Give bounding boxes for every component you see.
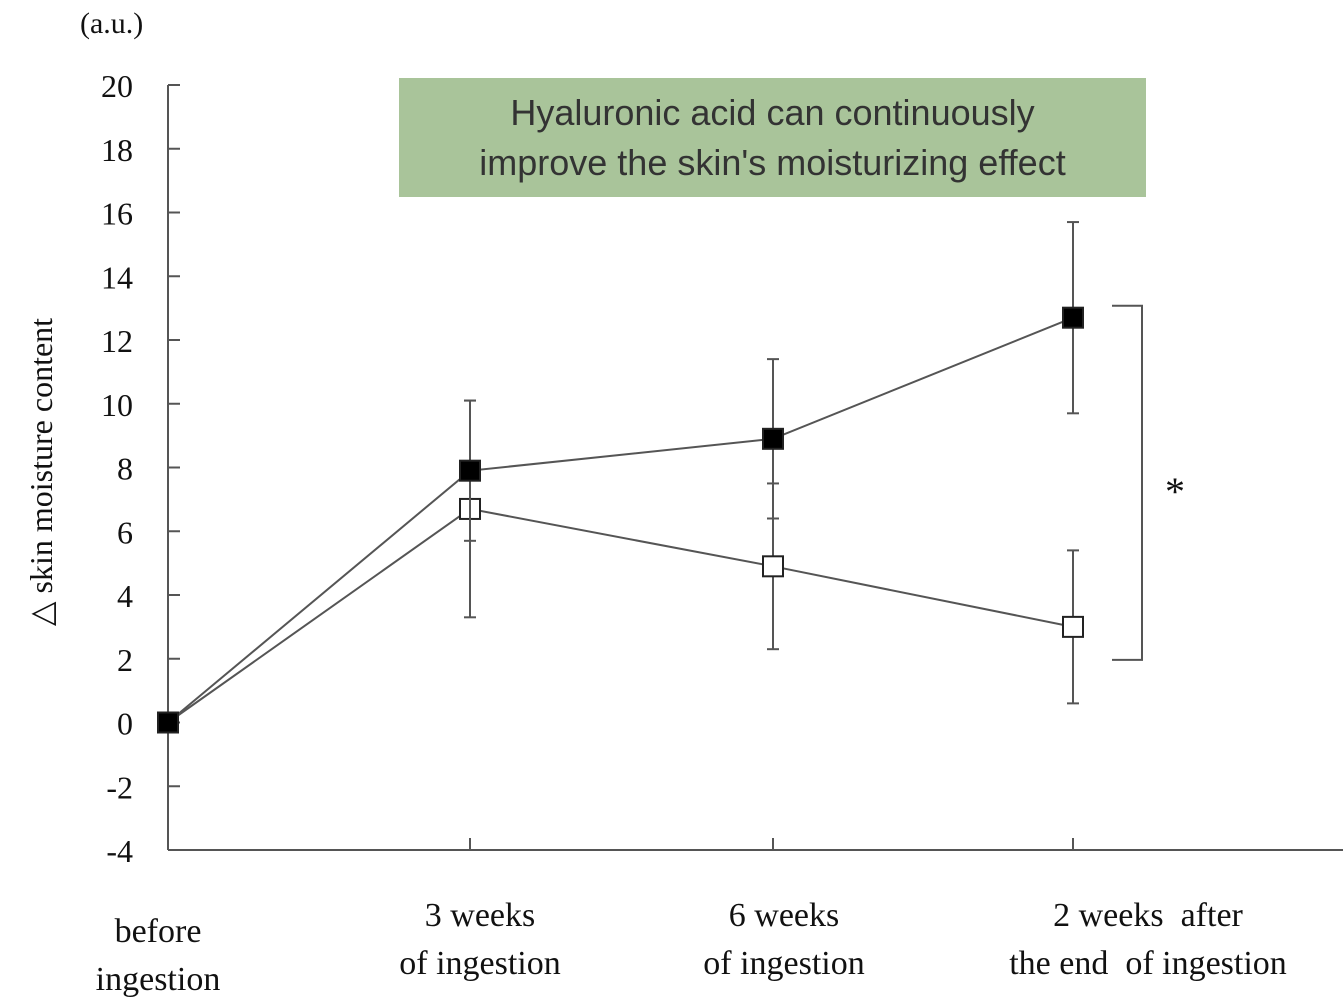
- x-tick-label: of ingestion: [703, 945, 864, 982]
- unit-label: (a.u.): [80, 7, 143, 40]
- y-tick-label: 18: [101, 132, 133, 168]
- x-tick-label: of ingestion: [399, 945, 560, 982]
- x-tick-label: 6 weeks: [729, 897, 839, 934]
- x-tick-label: 3 weeks: [425, 897, 535, 934]
- filled-square-marker: [1062, 306, 1084, 329]
- filled-square-marker: [157, 711, 179, 734]
- y-tick-label: 6: [117, 514, 133, 550]
- x-tick-label: ingestion: [96, 961, 221, 998]
- x-tick-label: 2 weeks after: [1053, 897, 1243, 934]
- annotation-banner: Hyaluronic acid can continuously improve…: [399, 78, 1146, 197]
- series-placebo: [157, 399, 1084, 734]
- series-hyaluronic-acid: [157, 221, 1084, 734]
- x-tick-labels: before ingestion 3 weeks of ingestion 6 week…: [96, 897, 1287, 998]
- y-tick-label: 0: [117, 706, 133, 742]
- series-line: [167, 316, 1074, 724]
- y-tick-label: 20: [101, 68, 133, 104]
- bracket-line: [1112, 304, 1143, 661]
- open-square-marker: [1062, 615, 1084, 638]
- filled-square-marker: [762, 427, 784, 450]
- x-ticks: [469, 838, 1074, 850]
- filled-square-marker: [459, 459, 481, 482]
- series-layer: [157, 221, 1084, 734]
- y-tick-label: 14: [101, 259, 133, 295]
- y-axis-label: △ skin moisture content: [23, 318, 59, 626]
- y-tick-label: -4: [106, 833, 133, 869]
- y-tick-label: 16: [101, 196, 133, 232]
- series-line: [167, 507, 1074, 724]
- open-square-marker: [762, 555, 784, 578]
- significance-bracket: *: [1112, 304, 1185, 661]
- x-tick-label: the end of ingestion: [1009, 945, 1287, 982]
- y-tick-label: 2: [117, 642, 133, 678]
- y-tick-label: 4: [117, 578, 133, 614]
- y-tick-label: 10: [101, 387, 133, 423]
- y-tick-label: 8: [117, 451, 133, 487]
- annotation-line-2: improve the skin's moisturizing effect: [479, 141, 1066, 183]
- x-tick-label: before: [115, 913, 202, 950]
- y-tick-label: -2: [106, 769, 133, 805]
- y-tick-label: 12: [101, 323, 133, 359]
- annotation-line-1: Hyaluronic acid can continuously: [510, 91, 1035, 133]
- significance-star: *: [1165, 469, 1185, 514]
